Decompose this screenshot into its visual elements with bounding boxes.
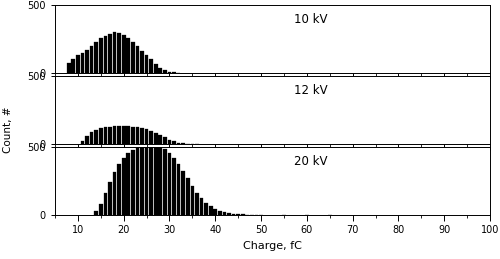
Bar bbox=[99, 38, 102, 73]
Bar bbox=[126, 126, 130, 144]
Bar bbox=[94, 42, 98, 73]
Bar bbox=[214, 209, 217, 215]
Bar bbox=[104, 193, 107, 215]
Text: 20 kV: 20 kV bbox=[294, 155, 328, 168]
Bar bbox=[154, 145, 158, 215]
Bar bbox=[172, 72, 176, 73]
Text: 10 kV: 10 kV bbox=[294, 13, 328, 26]
Bar bbox=[140, 51, 144, 73]
Bar bbox=[186, 143, 190, 144]
Bar bbox=[126, 153, 130, 215]
Bar bbox=[118, 163, 121, 215]
Bar bbox=[99, 128, 102, 144]
Bar bbox=[163, 138, 166, 144]
Bar bbox=[72, 59, 75, 73]
Bar bbox=[108, 127, 112, 144]
Text: Count, #: Count, # bbox=[2, 106, 12, 153]
Bar bbox=[158, 135, 162, 144]
Bar bbox=[108, 183, 112, 215]
Bar bbox=[80, 53, 84, 73]
Bar bbox=[94, 211, 98, 215]
Bar bbox=[131, 150, 134, 215]
Bar bbox=[172, 158, 176, 215]
Bar bbox=[122, 158, 126, 215]
Bar bbox=[236, 214, 240, 215]
Bar bbox=[241, 214, 244, 215]
Bar bbox=[144, 55, 148, 73]
Bar bbox=[67, 63, 70, 73]
Bar bbox=[99, 204, 102, 215]
Bar bbox=[94, 130, 98, 144]
Bar bbox=[190, 186, 194, 215]
X-axis label: Charge, fC: Charge, fC bbox=[243, 241, 302, 251]
Bar bbox=[144, 129, 148, 144]
Bar bbox=[209, 206, 212, 215]
Bar bbox=[112, 126, 116, 144]
Bar bbox=[90, 132, 94, 144]
Bar bbox=[140, 128, 144, 144]
Bar bbox=[104, 36, 107, 73]
Bar bbox=[80, 141, 84, 144]
Bar bbox=[136, 46, 140, 73]
Bar bbox=[90, 46, 94, 73]
Bar bbox=[246, 214, 249, 215]
Bar bbox=[85, 50, 89, 73]
Bar bbox=[227, 213, 231, 215]
Bar bbox=[140, 146, 144, 215]
Bar bbox=[232, 214, 235, 215]
Bar bbox=[172, 141, 176, 144]
Bar bbox=[222, 212, 226, 215]
Bar bbox=[163, 149, 166, 215]
Bar bbox=[136, 148, 140, 215]
Bar bbox=[150, 144, 153, 215]
Bar bbox=[150, 131, 153, 144]
Bar bbox=[177, 142, 180, 144]
Bar bbox=[118, 126, 121, 144]
Bar bbox=[177, 164, 180, 215]
Bar bbox=[195, 193, 199, 215]
Bar bbox=[104, 127, 107, 144]
Bar bbox=[158, 68, 162, 73]
Bar bbox=[158, 146, 162, 215]
Bar bbox=[182, 143, 185, 144]
Bar bbox=[168, 71, 172, 73]
Text: 12 kV: 12 kV bbox=[294, 84, 328, 97]
Bar bbox=[122, 35, 126, 73]
Bar bbox=[218, 211, 222, 215]
Bar bbox=[118, 33, 121, 73]
Bar bbox=[154, 64, 158, 73]
Bar bbox=[122, 126, 126, 144]
Bar bbox=[76, 55, 80, 73]
Bar bbox=[126, 38, 130, 73]
Bar bbox=[168, 153, 172, 215]
Bar bbox=[154, 133, 158, 144]
Bar bbox=[182, 171, 185, 215]
Bar bbox=[168, 140, 172, 144]
Bar bbox=[204, 203, 208, 215]
Bar bbox=[163, 70, 166, 73]
Bar bbox=[131, 42, 134, 73]
Bar bbox=[112, 32, 116, 73]
Bar bbox=[200, 198, 203, 215]
Bar bbox=[108, 34, 112, 73]
Bar bbox=[186, 178, 190, 215]
Bar bbox=[85, 136, 89, 144]
Bar bbox=[112, 172, 116, 215]
Bar bbox=[131, 127, 134, 144]
Bar bbox=[136, 127, 140, 144]
Bar bbox=[144, 145, 148, 215]
Bar bbox=[150, 59, 153, 73]
